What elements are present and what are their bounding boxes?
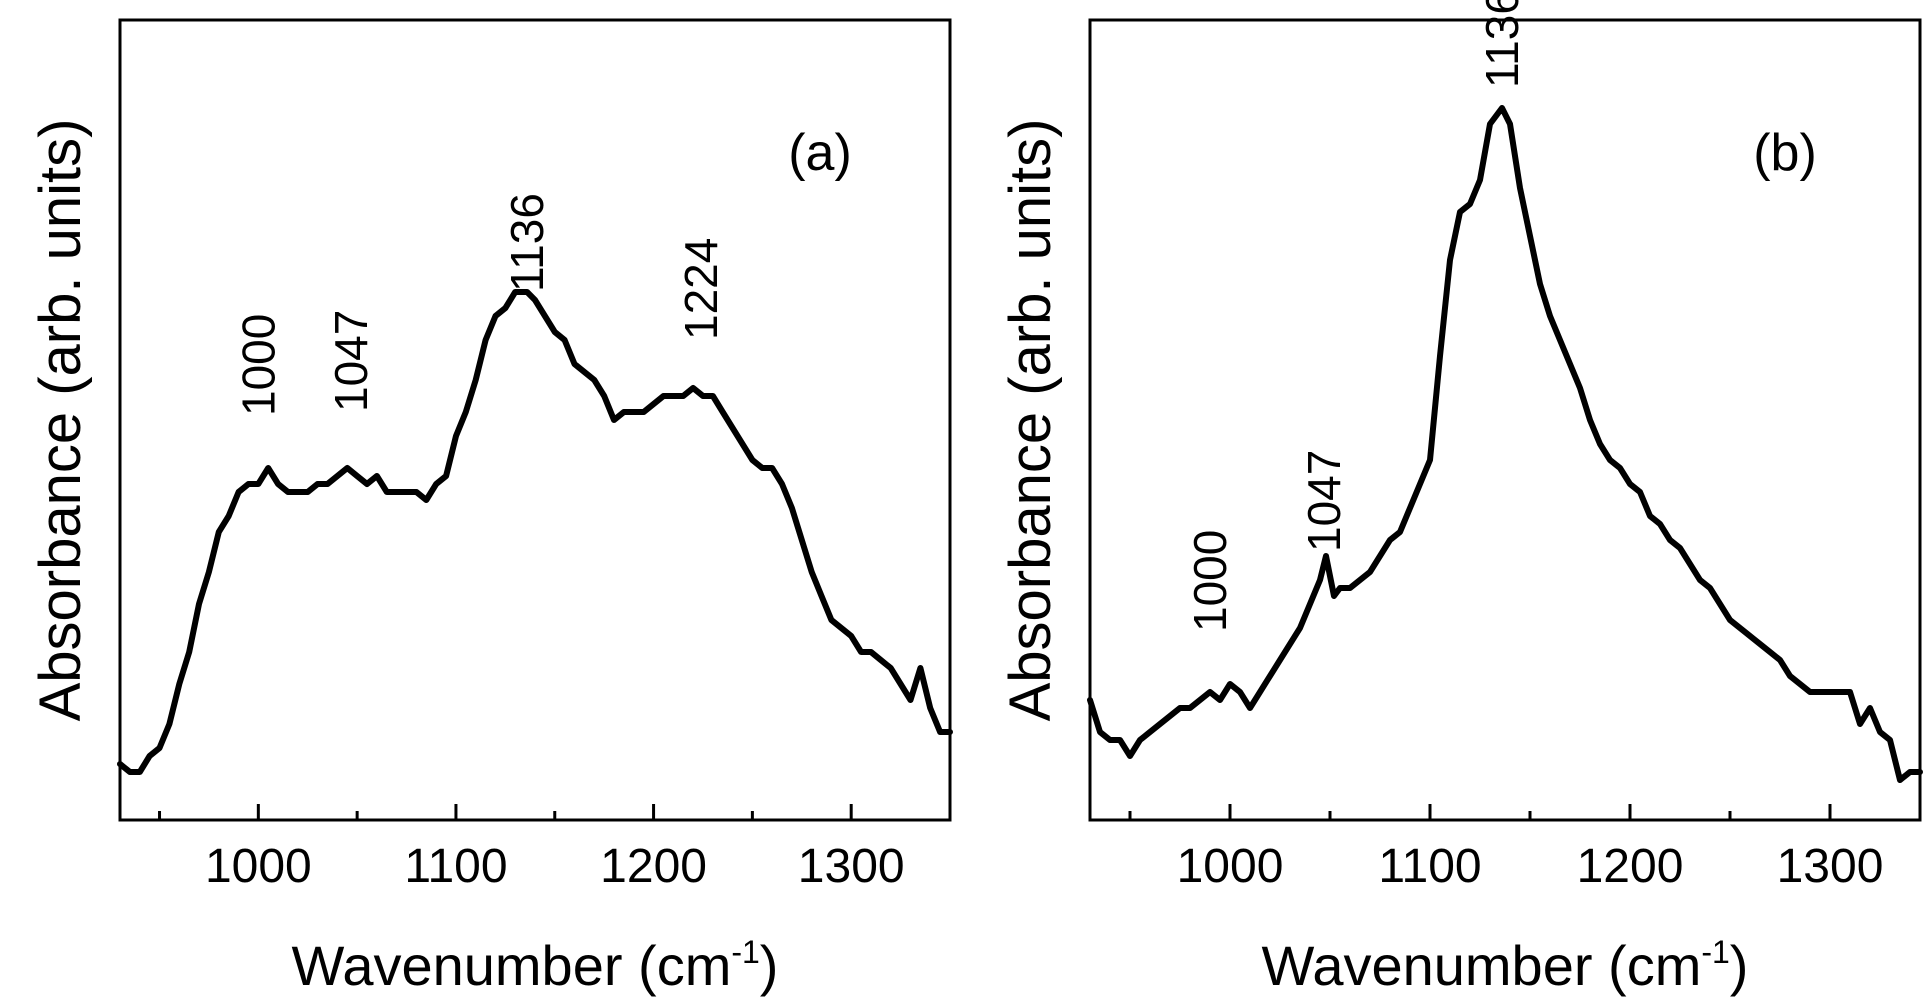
peak-label: 1000 bbox=[1184, 530, 1236, 632]
panel-b: 1000 1100 1200 1300 1000 1047 1136 (b) Wavenu… bbox=[998, 0, 1923, 997]
panel-label-a: (a) bbox=[788, 124, 852, 182]
x-tick-label: 1300 bbox=[798, 840, 905, 893]
peak-annotations: 1000 1047 1136 1224 bbox=[232, 193, 727, 416]
peak-label: 1224 bbox=[675, 238, 727, 340]
plot-frame bbox=[1088, 18, 1922, 822]
x-axis-label-main: Wavenumber (cm bbox=[1262, 934, 1702, 997]
x-tick-labels: 1000 1100 1200 1300 bbox=[1177, 840, 1884, 893]
x-tick-label: 1000 bbox=[205, 840, 312, 893]
x-tick-label: 1100 bbox=[404, 840, 507, 893]
x-axis-label-end: ) bbox=[1730, 934, 1749, 997]
x-ticks bbox=[1128, 804, 1832, 820]
x-axis-label-main: Wavenumber (cm bbox=[292, 934, 732, 997]
peak-label: 1136 bbox=[501, 193, 553, 292]
absorbance-line bbox=[117, 289, 953, 775]
peak-label: 1047 bbox=[1298, 450, 1350, 552]
panel-label-b: (b) bbox=[1753, 124, 1817, 182]
absorbance-line bbox=[1087, 105, 1923, 783]
x-axis-label-sup: -1 bbox=[1701, 934, 1729, 970]
x-axis-label: Wavenumber (cm-1) bbox=[1262, 934, 1749, 997]
peak-label: 1047 bbox=[325, 310, 377, 412]
x-tick-labels: 1000 1100 1200 1300 bbox=[205, 840, 905, 893]
x-axis-label-end: ) bbox=[760, 934, 779, 997]
x-axis-label-sup: -1 bbox=[731, 934, 759, 970]
x-tick-label: 1200 bbox=[600, 840, 707, 893]
y-axis-label: Absorbance (arb. units) bbox=[998, 119, 1063, 722]
peak-label: 1000 bbox=[232, 314, 284, 416]
x-tick-label: 1000 bbox=[1177, 840, 1284, 893]
peak-label: 1136 bbox=[1476, 0, 1528, 88]
plot-frame bbox=[118, 18, 952, 822]
x-axis-label: Wavenumber (cm-1) bbox=[292, 934, 779, 997]
y-axis-label: Absorbance (arb. units) bbox=[28, 119, 93, 722]
x-ticks bbox=[158, 804, 952, 820]
x-tick-label: 1200 bbox=[1577, 840, 1684, 893]
panel-a: 1000 1100 1200 1300 1000 1047 1136 1224 (a) Wa… bbox=[28, 18, 953, 997]
peak-annotations: 1000 1047 1136 bbox=[1184, 0, 1528, 632]
x-tick-label: 1100 bbox=[1378, 840, 1481, 893]
x-tick-label: 1300 bbox=[1777, 840, 1884, 893]
